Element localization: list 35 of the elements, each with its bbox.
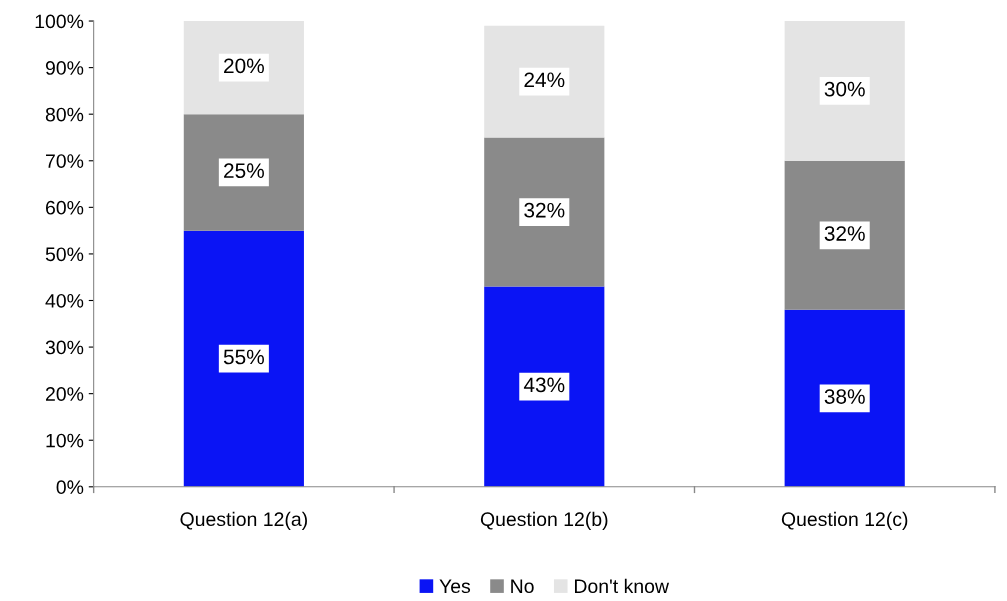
bar <box>183 230 304 487</box>
y-tick-label: 0% <box>56 480 84 495</box>
y-tick-label: 80% <box>45 107 84 122</box>
bar <box>183 21 304 115</box>
bar <box>484 137 605 287</box>
bar <box>784 309 905 487</box>
bar <box>484 286 605 487</box>
y-tick-label: 40% <box>45 293 84 308</box>
legend-label: Yes <box>439 579 471 594</box>
data-label: 30% <box>824 81 865 97</box>
bar <box>183 114 304 231</box>
y-tick-label: 50% <box>45 247 84 262</box>
data-label: 20% <box>224 58 264 74</box>
x-tick-label: Question 12(a) <box>180 511 307 530</box>
data-label: 55% <box>223 349 264 365</box>
data-label: 43% <box>523 377 565 393</box>
bar <box>484 25 605 138</box>
data-label: 25% <box>224 163 264 178</box>
data-label: 24% <box>524 72 565 88</box>
y-tick-label: 70% <box>46 154 84 168</box>
y-tick-label: 30% <box>45 340 84 355</box>
legend-label: Don't know <box>575 578 670 594</box>
y-tick-label: 90% <box>45 61 84 75</box>
legend-label: No <box>511 579 534 594</box>
bar <box>784 160 905 310</box>
bar <box>784 21 905 161</box>
y-tick-label: 60% <box>46 200 84 215</box>
y-tick-label: 100% <box>35 14 84 29</box>
data-label: 38% <box>824 389 865 404</box>
y-tick-label: 10% <box>46 433 84 448</box>
x-tick-label: Question 12(b) <box>480 511 608 530</box>
data-label: 32% <box>524 202 565 218</box>
x-tick-label: Question 12(c) <box>781 511 908 530</box>
y-tick-label: 20% <box>45 387 84 401</box>
data-label: 32% <box>824 226 865 241</box>
